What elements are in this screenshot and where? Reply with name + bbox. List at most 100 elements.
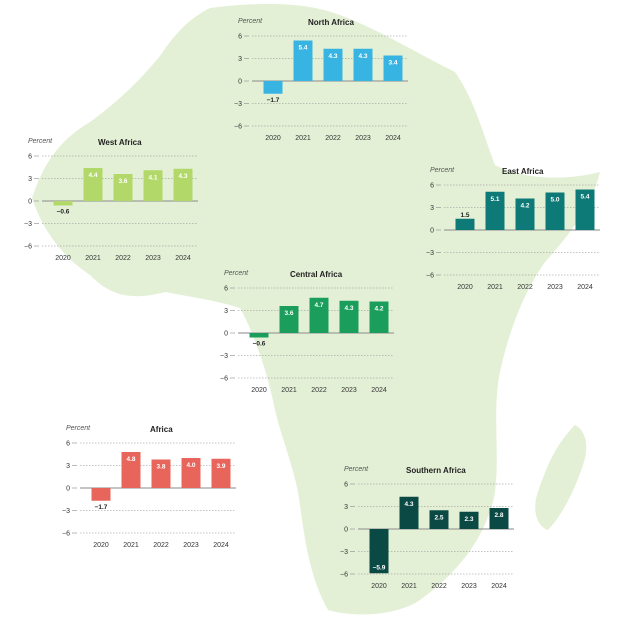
bar-value-label: 2.5 [434,514,443,521]
north-africa-bar-chart: 6 3 0 −3 −6 −1.7 2020 5.4 2021 4.3 2022 4.3 2023 3.4 2… [234,34,408,142]
bar [339,300,359,333]
bar-value-label: −0.6 [57,209,70,216]
bar [263,81,283,94]
y-tick-label: −3 [340,549,348,556]
bar [459,511,479,529]
africa-chart: Percent Africa 6 3 0 −3 −6 −1.7 2020 4.8 2021 3.8… [56,421,241,553]
y-tick-label: 0 [224,331,228,338]
x-tick-label: 2024 [213,542,229,549]
bar-value-label: 5.0 [550,197,559,204]
southern-africa-chart: Percent Southern Africa 6 3 0 −3 −6 −5.9 2020 4… [334,462,519,594]
chart-unit-label: Percent [224,270,249,277]
bar [545,192,565,230]
bar [121,452,141,488]
bar-value-label: 4.3 [344,305,353,312]
bar [323,48,343,81]
north-africa-chart: Percent North Africa 6 3 0 −3 −6 −1.7 2020 5.4 2… [228,14,413,146]
x-tick-label: 2020 [265,135,281,142]
bar [399,496,419,529]
y-tick-label: −6 [340,572,348,579]
y-tick-label: 0 [238,79,242,86]
bar [485,191,505,230]
chart-title: Africa [150,425,173,434]
bar [369,529,389,574]
y-tick-label: −3 [24,221,32,228]
chart-unit-label: Percent [430,167,455,174]
y-tick-label: 3 [66,463,70,470]
bar [429,510,449,529]
bar [383,55,403,81]
bar-value-label: −1.7 [267,97,280,104]
y-tick-label: −6 [220,376,228,383]
bar [83,168,103,201]
x-tick-label: 2022 [115,255,131,262]
x-tick-label: 2021 [295,135,311,142]
central-africa-bar-chart: 6 3 0 −3 −6 −0.6 2020 3.6 2021 4.7 2022 4.3 2023 4.2 2… [220,286,394,394]
bar [489,508,509,529]
bar-value-label: 4.0 [186,462,195,469]
y-tick-label: −6 [234,124,242,131]
y-tick-label: −3 [62,508,70,515]
bar [249,333,269,338]
y-tick-label: −6 [24,244,32,251]
x-tick-label: 2021 [281,387,297,394]
x-tick-label: 2020 [55,255,71,262]
x-tick-label: 2020 [93,542,109,549]
bar [113,174,133,201]
y-tick-label: 6 [224,286,228,293]
bar [143,170,163,201]
y-tick-label: 3 [430,205,434,212]
bar [279,306,299,333]
bar [151,459,171,488]
y-tick-label: 3 [238,56,242,63]
x-tick-label: 2023 [341,387,357,394]
x-tick-label: 2020 [371,583,387,590]
bar [181,458,201,488]
x-tick-label: 2023 [355,135,371,142]
bar-value-label: 3.9 [216,463,225,470]
chart-unit-label: Percent [344,466,369,473]
bar-value-label: 5.1 [490,196,499,203]
x-tick-label: 2024 [371,387,387,394]
central-africa-chart: Percent Central Africa 6 3 0 −3 −6 −0.6 2020 3.… [214,266,399,398]
chart-title: West Africa [98,138,142,147]
y-tick-label: 0 [344,527,348,534]
bar-value-label: −0.6 [253,341,266,348]
y-tick-label: −3 [220,353,228,360]
bar [91,488,111,501]
y-tick-label: −6 [426,273,434,280]
y-tick-label: 0 [66,486,70,493]
y-tick-label: 3 [344,504,348,511]
bar-value-label: 4.3 [358,53,367,60]
bar-value-label: 1.5 [460,212,469,219]
bar-value-label: 4.3 [328,53,337,60]
y-tick-label: 6 [238,34,242,41]
x-tick-label: 2021 [401,583,417,590]
x-tick-label: 2021 [487,284,503,291]
y-tick-label: 3 [224,308,228,315]
bar [455,218,475,230]
bar-value-label: 5.4 [580,194,589,201]
africa-bar-chart: 6 3 0 −3 −6 −1.7 2020 4.8 2021 3.8 2022 4.0 2023 3.9 2… [62,441,236,549]
y-tick-label: −6 [62,531,70,538]
y-tick-label: 0 [430,228,434,235]
bar-value-label: 3.6 [118,178,127,185]
bar-value-label: 4.3 [404,501,413,508]
x-tick-label: 2023 [461,583,477,590]
bar-value-label: 4.8 [126,456,135,463]
chart-unit-label: Percent [238,18,263,25]
y-tick-label: −3 [426,250,434,257]
bar-value-label: 4.2 [374,306,383,313]
bar [575,189,595,230]
y-tick-label: −3 [234,101,242,108]
x-tick-label: 2022 [311,387,327,394]
bar-value-label: −1.7 [95,504,108,511]
chart-unit-label: Percent [66,425,91,432]
x-tick-label: 2023 [183,542,199,549]
bar-value-label: 3.4 [388,60,397,67]
x-tick-label: 2022 [517,284,533,291]
y-tick-label: 6 [344,482,348,489]
bar [515,198,535,230]
x-tick-label: 2024 [385,135,401,142]
